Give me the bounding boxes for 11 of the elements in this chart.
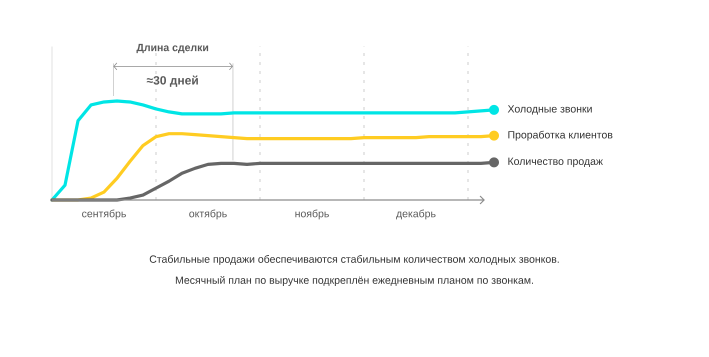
x-tick-label: декабрь xyxy=(396,210,436,220)
legend-label: Холодные звонки xyxy=(508,105,592,115)
legend-label: Проработка клиентов xyxy=(508,130,612,141)
x-tick-label: октябрь xyxy=(189,210,227,220)
legend-label: Количество продаж xyxy=(508,158,603,168)
text: Месячный план по выручке подкреплён ежедневным планом по звонкам. xyxy=(176,276,533,286)
x-tick-label: сентябрь xyxy=(82,210,126,220)
x-tick-label: ноябрь xyxy=(295,210,329,220)
text: Стабильные продажи обеспечиваются стабильным количеством холодных звонков. xyxy=(150,255,559,265)
text: Длина сделки xyxy=(136,44,208,54)
text: ≈30 дней xyxy=(146,76,198,87)
